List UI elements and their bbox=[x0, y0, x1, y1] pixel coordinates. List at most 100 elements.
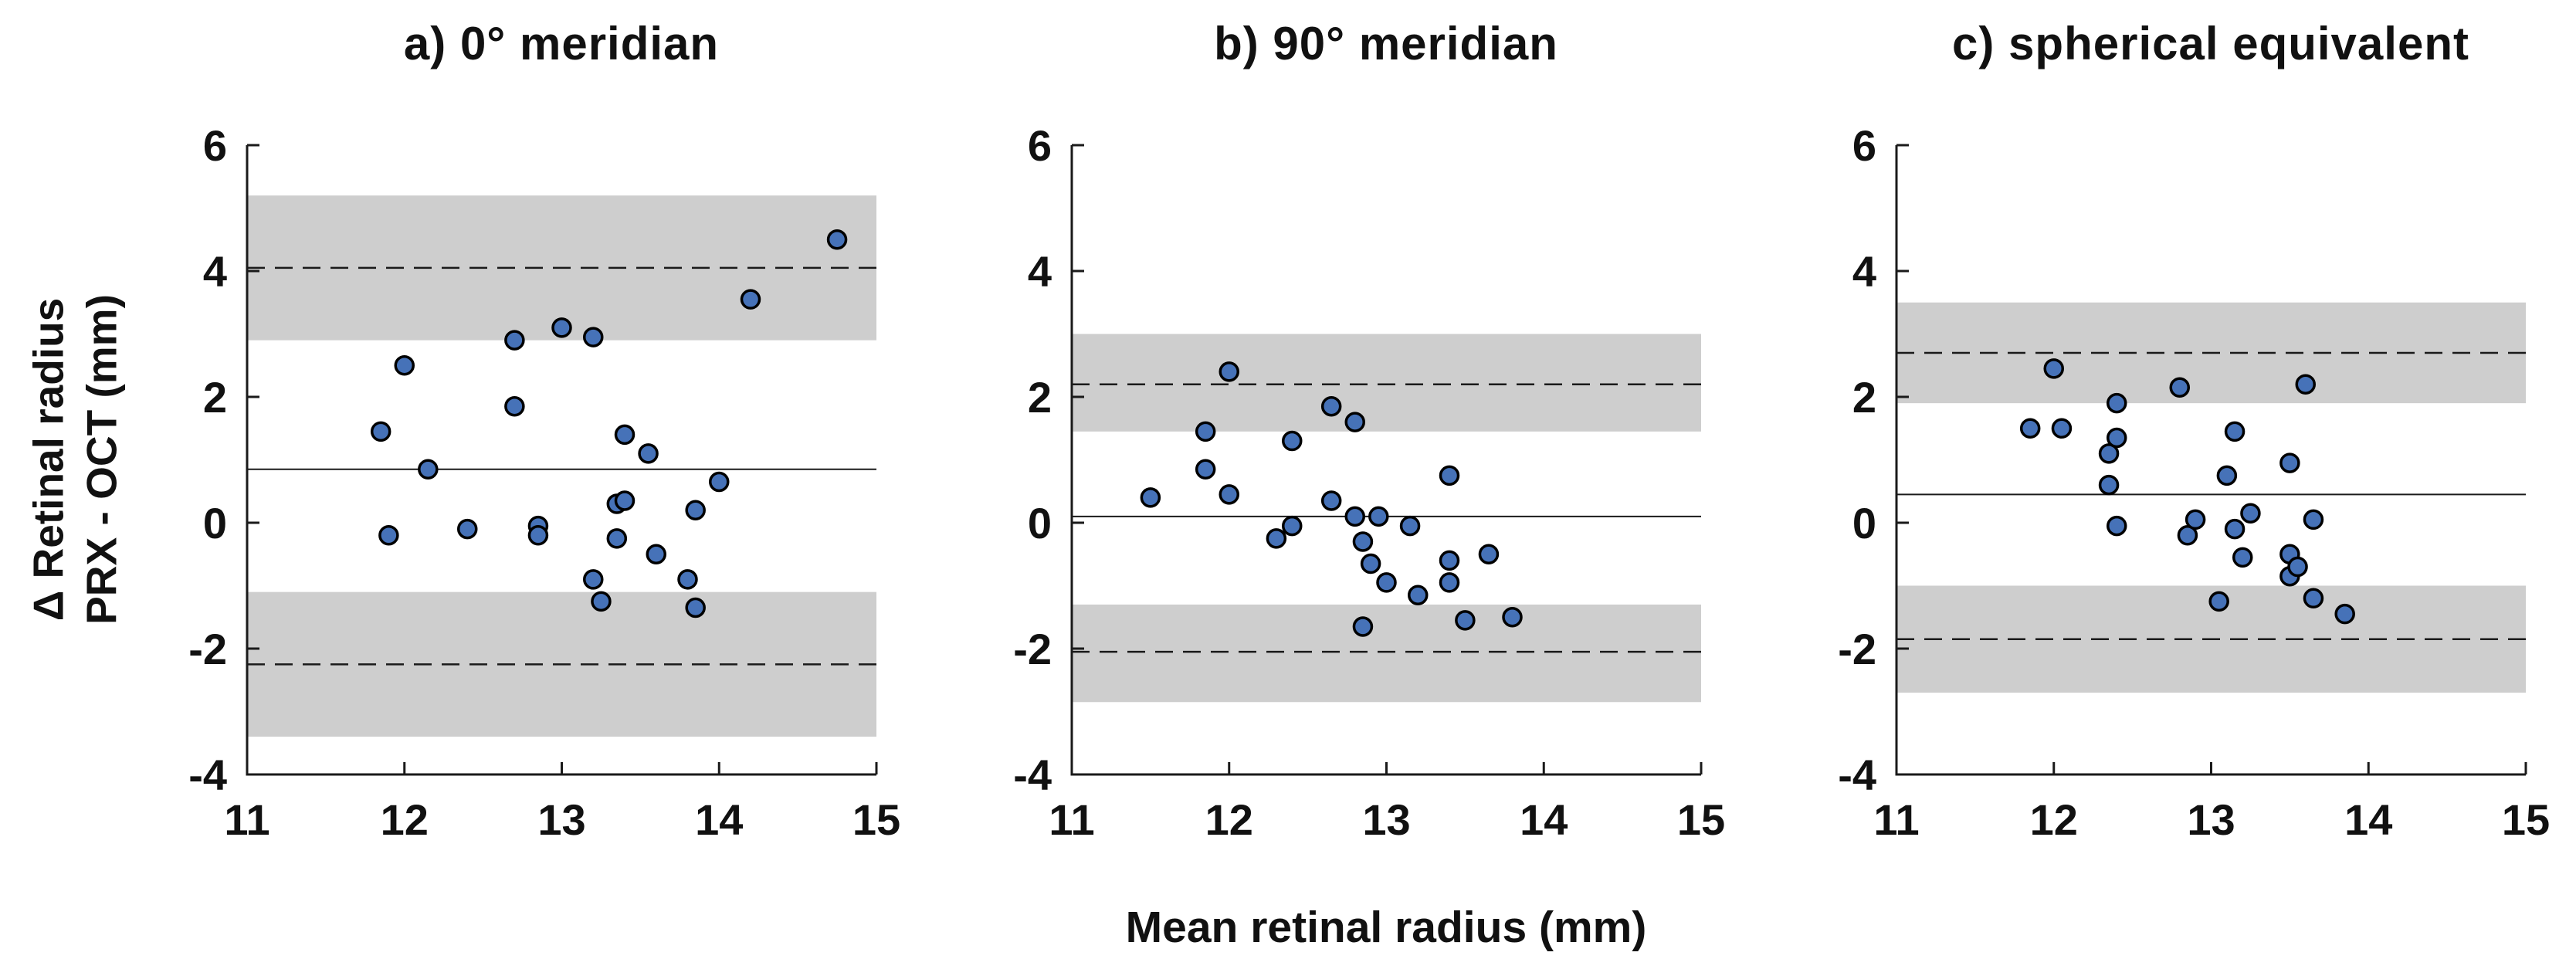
scatter-point bbox=[2177, 525, 2198, 546]
scatter-point bbox=[2224, 421, 2246, 442]
x-tick-label: 15 bbox=[1677, 795, 1725, 844]
scatter-point bbox=[2208, 591, 2229, 612]
scatter-point bbox=[1219, 361, 1239, 382]
scatter-point bbox=[1478, 544, 1500, 564]
scatter-point bbox=[1219, 484, 1239, 505]
scatter-point bbox=[583, 327, 604, 347]
scatter-point bbox=[1282, 430, 1303, 452]
scatter-point bbox=[370, 421, 391, 442]
lower-ci-band bbox=[1072, 604, 1701, 703]
panel-b-title: b) 90° meridian bbox=[1214, 18, 1558, 69]
scatter-point bbox=[1368, 506, 1389, 527]
scatter-point bbox=[457, 518, 478, 540]
scatter-point bbox=[591, 591, 612, 612]
scatter-point bbox=[1320, 395, 1342, 417]
y-tick-label: 2 bbox=[1028, 373, 1052, 422]
upper-ci-band bbox=[1072, 334, 1701, 432]
scatter-point bbox=[740, 289, 761, 310]
y-tick-label: 4 bbox=[203, 247, 227, 296]
scatter-point bbox=[638, 443, 659, 464]
scatter-point bbox=[1439, 550, 1460, 571]
scatter-point bbox=[394, 355, 415, 376]
y-tick-label: -4 bbox=[188, 751, 227, 799]
x-tick-label: 11 bbox=[224, 795, 269, 844]
scatter-point bbox=[614, 424, 636, 446]
scatter-point bbox=[2169, 377, 2190, 398]
scatter-point bbox=[2279, 452, 2300, 473]
y-tick-label: 2 bbox=[203, 373, 227, 422]
scatter-point bbox=[2185, 509, 2206, 530]
x-tick-label: 12 bbox=[2030, 795, 2078, 844]
scatter-point bbox=[646, 544, 666, 564]
x-tick-label: 13 bbox=[2187, 795, 2235, 844]
scatter-point bbox=[1352, 616, 1374, 637]
scatter-point bbox=[1195, 421, 1216, 442]
scatter-point bbox=[1344, 506, 1365, 527]
scatter-point bbox=[2287, 556, 2308, 578]
y-tick-label: 4 bbox=[1852, 247, 1876, 296]
x-tick-label: 15 bbox=[852, 795, 900, 844]
panel-c-plot: -4 -2 0 2 4 6 11 12 13 14 15 bbox=[1838, 121, 2550, 844]
scatter-point bbox=[2043, 358, 2064, 379]
scatter-point bbox=[685, 500, 706, 520]
scatter-point bbox=[2303, 509, 2324, 530]
scatter-point bbox=[2107, 392, 2127, 414]
scatter-point bbox=[2303, 588, 2324, 609]
scatter-point bbox=[2240, 503, 2261, 524]
scatter-point bbox=[1502, 607, 1523, 628]
x-tick-label: 13 bbox=[1362, 795, 1410, 844]
x-axis-label: Mean retinal radius (mm) bbox=[1125, 903, 1647, 952]
scatter-point bbox=[2098, 443, 2120, 464]
scatter-point bbox=[418, 459, 439, 480]
scatter-point bbox=[2216, 465, 2238, 486]
x-tick-label: 12 bbox=[381, 795, 429, 844]
scatter-point bbox=[2019, 418, 2041, 439]
scatter-point bbox=[2295, 374, 2316, 395]
y-tick-label: -2 bbox=[1838, 625, 1876, 673]
scatter-point bbox=[2107, 427, 2127, 449]
scatter-point bbox=[709, 471, 730, 493]
scatter-point bbox=[378, 525, 399, 546]
scatter-point bbox=[1360, 553, 1381, 574]
scatter-point bbox=[606, 528, 628, 549]
scatter-point bbox=[1140, 487, 1161, 508]
panel-a-plot: -4 -2 0 2 4 6 11 12 13 14 15 bbox=[188, 121, 900, 844]
scatter-point bbox=[2098, 474, 2120, 496]
scatter-point bbox=[583, 569, 604, 590]
y-tick-label: 2 bbox=[1852, 373, 1876, 422]
x-tick-label: 14 bbox=[1520, 795, 1568, 844]
scatter-point bbox=[1195, 459, 1216, 480]
scatter-point bbox=[1344, 412, 1365, 432]
y-tick-label: -2 bbox=[188, 625, 227, 673]
scatter-point bbox=[2107, 515, 2127, 537]
y-tick-label: -4 bbox=[1838, 751, 1876, 799]
scatter-point bbox=[1352, 531, 1374, 552]
y-tick-label: 6 bbox=[203, 121, 227, 170]
y-tick-label: 6 bbox=[1028, 121, 1052, 170]
panel-b-plot: -4 -2 0 2 4 6 11 12 13 14 15 bbox=[1013, 121, 1725, 844]
y-tick-label: 4 bbox=[1028, 247, 1052, 296]
y-tick-label: -4 bbox=[1013, 751, 1052, 799]
scatter-point bbox=[614, 490, 636, 511]
x-tick-label: 15 bbox=[2502, 795, 2550, 844]
y-tick-label: 6 bbox=[1852, 121, 1876, 170]
scatter-point bbox=[1282, 515, 1303, 537]
scatter-point bbox=[504, 330, 525, 351]
scatter-point bbox=[1439, 465, 1460, 486]
scatter-point bbox=[1320, 490, 1342, 511]
panel-a-title: a) 0° meridian bbox=[403, 18, 720, 69]
scatter-point bbox=[1399, 515, 1421, 537]
y-tick-label: 0 bbox=[1028, 499, 1052, 547]
x-tick-label: 12 bbox=[1205, 795, 1253, 844]
scatter-point bbox=[1408, 585, 1429, 605]
scatter-point bbox=[2051, 418, 2073, 439]
panel-c-title: c) spherical equivalent bbox=[1952, 18, 2469, 69]
scatter-point bbox=[2224, 518, 2246, 540]
y-tick-label: 0 bbox=[1852, 499, 1876, 547]
scatter-point bbox=[685, 597, 706, 618]
x-tick-label: 11 bbox=[1873, 795, 1919, 844]
x-tick-label: 14 bbox=[2344, 795, 2392, 844]
y-tick-label: -2 bbox=[1013, 625, 1052, 673]
scatter-point bbox=[527, 525, 549, 546]
